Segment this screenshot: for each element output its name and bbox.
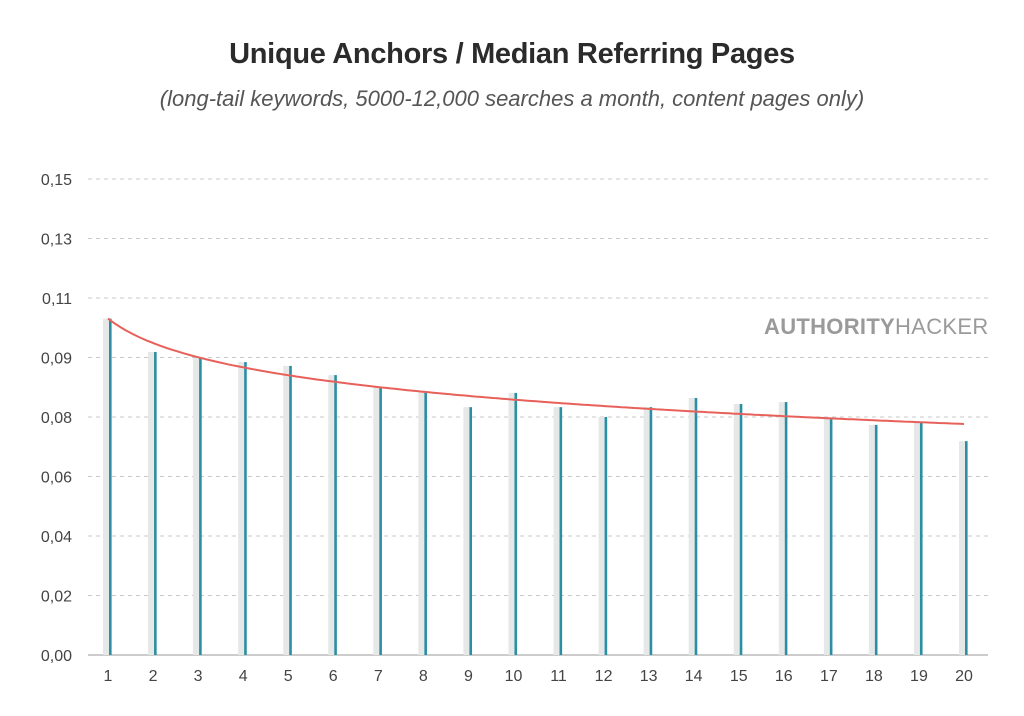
y-tick-label: 0,11 bbox=[42, 291, 72, 308]
bar-shadow bbox=[733, 403, 742, 655]
bar bbox=[784, 402, 788, 655]
bar bbox=[289, 365, 292, 655]
bar bbox=[379, 386, 382, 655]
bar bbox=[334, 375, 337, 655]
bar bbox=[559, 407, 563, 655]
bar bbox=[649, 407, 653, 655]
bar bbox=[604, 417, 608, 655]
watermark-light: HACKER bbox=[895, 314, 989, 339]
x-tick-label: 16 bbox=[775, 668, 793, 685]
bar-shadow bbox=[823, 418, 832, 655]
bar bbox=[874, 424, 878, 655]
x-tick-label: 3 bbox=[194, 668, 203, 685]
bar-shadow bbox=[463, 407, 472, 655]
bar bbox=[154, 351, 157, 655]
bar-shadow bbox=[283, 365, 292, 655]
bar bbox=[424, 391, 427, 655]
x-tick-label: 20 bbox=[955, 668, 973, 685]
x-tick-label: 18 bbox=[865, 668, 883, 685]
x-tick-label: 17 bbox=[820, 668, 838, 685]
bar bbox=[694, 397, 698, 655]
authorityhacker-watermark: AUTHORITYHACKER bbox=[764, 314, 989, 340]
y-tick-label: 0,04 bbox=[41, 529, 72, 546]
bar-shadow bbox=[418, 391, 427, 655]
x-tick-label: 10 bbox=[505, 668, 523, 685]
bar bbox=[469, 407, 473, 655]
y-tick-label: 0,00 bbox=[41, 648, 72, 665]
bar-shadow bbox=[148, 351, 157, 655]
x-tick-label: 4 bbox=[239, 668, 248, 685]
bar-shadow bbox=[913, 422, 922, 655]
y-tick-label: 0,13 bbox=[41, 232, 72, 249]
bar bbox=[829, 418, 833, 655]
trend-line bbox=[107, 317, 965, 425]
y-tick-label: 0,02 bbox=[41, 589, 72, 606]
x-tick-label: 13 bbox=[640, 668, 658, 685]
chart-title: Unique Anchors / Median Referring Pages bbox=[229, 38, 795, 70]
x-tick-label: 14 bbox=[685, 668, 703, 685]
x-tick-label: 6 bbox=[329, 668, 338, 685]
bar bbox=[919, 422, 923, 655]
bar-shadow bbox=[598, 417, 607, 655]
y-tick-label: 0,09 bbox=[41, 351, 72, 368]
bar-shadow bbox=[193, 357, 202, 655]
x-tick-label: 11 bbox=[550, 668, 567, 685]
y-tick-label: 0,15 bbox=[41, 172, 72, 189]
bar-shadow bbox=[238, 362, 247, 655]
bar-shadow bbox=[103, 318, 111, 655]
bar-shadow bbox=[688, 397, 697, 655]
bar bbox=[514, 392, 518, 655]
bar-shadow bbox=[553, 407, 562, 655]
watermark-bold: AUTHORITY bbox=[764, 314, 896, 339]
bar bbox=[109, 318, 112, 655]
x-tick-label: 9 bbox=[464, 668, 473, 685]
bar-shadow bbox=[778, 402, 787, 655]
y-tick-label: 0,08 bbox=[41, 410, 72, 427]
x-tick-label: 5 bbox=[284, 668, 293, 685]
bar bbox=[965, 441, 968, 655]
x-tick-label: 8 bbox=[419, 668, 428, 685]
x-tick-label: 15 bbox=[730, 668, 748, 685]
bar bbox=[244, 362, 247, 655]
bar-shadow bbox=[643, 407, 652, 655]
bar-shadow bbox=[373, 386, 382, 655]
bar-shadow bbox=[959, 441, 967, 655]
bar-shadow bbox=[868, 424, 877, 655]
x-tick-label: 2 bbox=[149, 668, 158, 685]
chart-subtitle: (long-tail keywords, 5000-12,000 searche… bbox=[159, 86, 865, 111]
bar-shadow bbox=[508, 392, 517, 655]
bar bbox=[199, 357, 202, 655]
bar-shadow bbox=[328, 375, 337, 655]
x-tick-label: 7 bbox=[374, 668, 383, 685]
x-tick-label: 1 bbox=[104, 668, 113, 685]
bar bbox=[739, 403, 743, 655]
x-tick-label: 19 bbox=[910, 668, 928, 685]
x-tick-label: 12 bbox=[595, 668, 613, 685]
y-tick-label: 0,06 bbox=[41, 470, 72, 487]
